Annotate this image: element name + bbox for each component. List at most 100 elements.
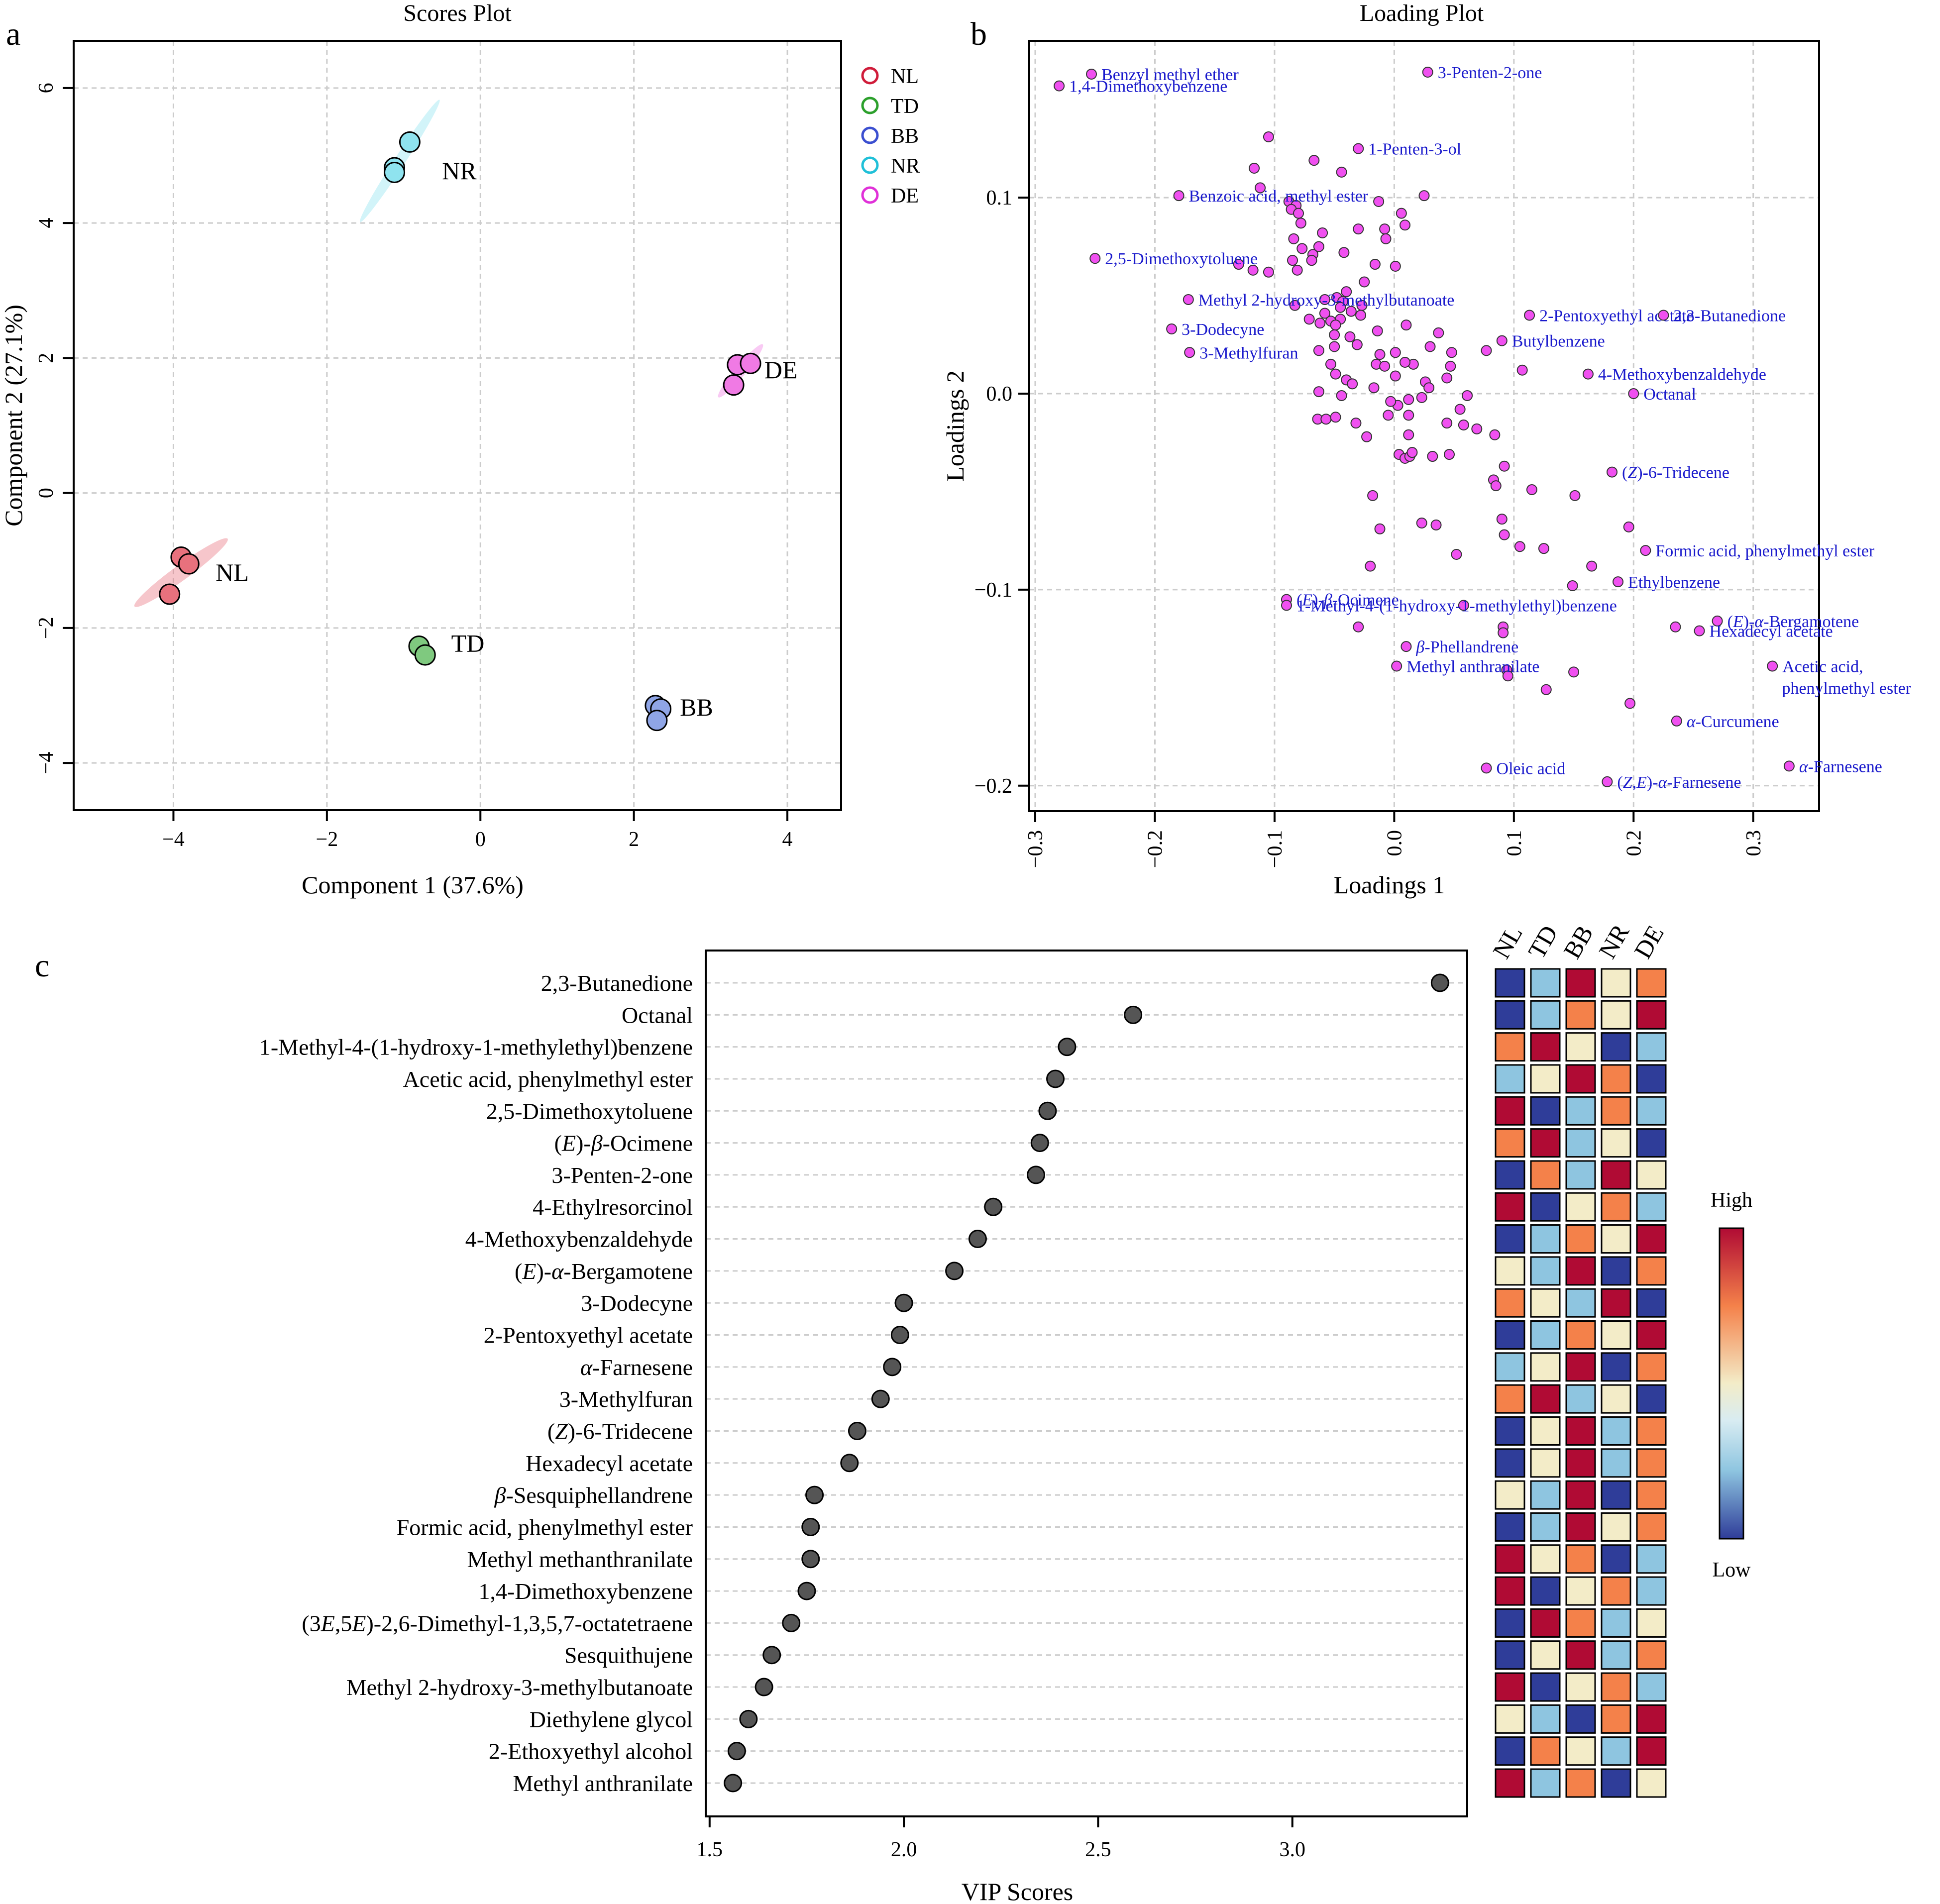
scores-frame xyxy=(73,40,842,811)
loading-point-label: Benzyl methyl ether xyxy=(1101,66,1239,84)
loading-point xyxy=(1330,319,1341,331)
loading-point-label: 2,5-Dimethoxytoluene xyxy=(1105,250,1258,268)
loading-point xyxy=(1320,414,1332,425)
heatmap-cell xyxy=(1565,1352,1596,1382)
loading-point xyxy=(1347,378,1358,390)
heatmap-cell xyxy=(1565,1448,1596,1478)
vip-category-label: 4-Methoxybenzaldehyde xyxy=(465,1227,693,1252)
heat-legend-low: Low xyxy=(1713,1559,1751,1582)
vip-category-label: Octanal xyxy=(622,1002,693,1028)
loading-point-labeled xyxy=(1582,368,1594,380)
loading-point xyxy=(1317,227,1328,239)
heatmap-cell xyxy=(1601,1640,1631,1670)
scores-point-nr xyxy=(384,161,406,183)
loading-point-labeled xyxy=(1173,190,1185,202)
loading-point xyxy=(1516,364,1528,376)
heatmap-cell xyxy=(1601,1288,1631,1318)
loadings-xtick-label: −0.1 xyxy=(1264,830,1287,868)
loading-point xyxy=(1292,264,1303,276)
loadings-title: Loading Plot xyxy=(1360,0,1484,26)
legend-label-nl: NL xyxy=(891,65,919,88)
heatmap-cell xyxy=(1495,1000,1525,1030)
loadings-xtick-label: 0.3 xyxy=(1742,830,1765,856)
legend-label-nr: NR xyxy=(891,155,920,178)
heatmap-column-label: TD xyxy=(1522,921,1563,963)
loading-point xyxy=(1383,410,1394,421)
loadings-xtick-label: −0.3 xyxy=(1024,830,1047,868)
loading-point xyxy=(1623,521,1634,532)
loading-point-label: (Z,E)-α-Farnesene xyxy=(1617,773,1741,792)
loading-point-label: Ethylbenzene xyxy=(1628,573,1720,592)
heatmap-cell xyxy=(1565,1192,1596,1222)
heatmap-cell xyxy=(1495,1640,1525,1670)
scores-xlabel: Component 1 (37.6%) xyxy=(302,871,524,899)
heatmap-cell xyxy=(1495,968,1525,998)
heatmap-cell xyxy=(1530,1352,1561,1382)
legend-marker-bb xyxy=(861,126,879,144)
loading-point xyxy=(1355,310,1367,321)
loading-point xyxy=(1462,390,1473,401)
loading-point xyxy=(1538,543,1549,554)
loading-point xyxy=(1499,529,1510,540)
loading-point xyxy=(1567,580,1578,592)
heatmap-cell xyxy=(1601,1224,1631,1254)
loading-point xyxy=(1329,329,1340,340)
vip-point xyxy=(984,1197,1003,1216)
loading-point xyxy=(1586,560,1598,572)
loading-point xyxy=(1350,418,1362,429)
vip-point xyxy=(840,1454,859,1473)
scores-group-label-bb: BB xyxy=(680,693,713,721)
heatmap-cell xyxy=(1636,1192,1667,1222)
scores-ellipse-nl xyxy=(134,538,228,607)
loading-point-labeled xyxy=(1783,760,1795,772)
loading-point xyxy=(1365,560,1376,572)
scores-ytick-label: 4 xyxy=(35,218,58,228)
scores-point-nl xyxy=(159,583,181,605)
vip-point xyxy=(724,1774,743,1793)
panel-letter-b: b xyxy=(970,16,987,52)
heatmap-cell xyxy=(1495,1480,1525,1510)
loadings-xtick-label: 0.2 xyxy=(1622,830,1645,856)
vip-category-label: (E)-β-Ocimene xyxy=(554,1131,693,1156)
loading-point-label: (Z)-6-Tridecene xyxy=(1622,464,1729,482)
vip-category-label: 3-Dodecyne xyxy=(581,1290,693,1316)
heatmap-cell xyxy=(1495,1416,1525,1446)
vip-category-label: 3-Penten-2-one xyxy=(551,1163,693,1188)
scores-plot: −4 −2 0 2 4 −4 −2 0 2 4 6 Scores Plot Component 1 (3… xyxy=(0,0,842,899)
loading-point xyxy=(1502,670,1513,682)
vip-point xyxy=(801,1550,820,1569)
heatmap-cell xyxy=(1601,968,1631,998)
loading-point xyxy=(1314,317,1326,329)
loading-point xyxy=(1289,300,1300,311)
loadings-ytick-label: 0.0 xyxy=(986,383,1013,406)
heatmap-cell xyxy=(1636,1128,1667,1158)
loading-point-labeled xyxy=(1089,253,1101,264)
scores-ytick-label: −4 xyxy=(35,752,58,774)
scores-group-label-nl: NL xyxy=(216,558,249,586)
scores-point-bb xyxy=(646,710,668,732)
loading-point xyxy=(1526,484,1537,496)
heatmap-cell xyxy=(1495,1032,1525,1062)
vip-frame xyxy=(705,950,1468,1817)
heatmap-cell xyxy=(1636,1608,1667,1638)
vip-xlabel: VIP Scores xyxy=(962,1878,1074,1904)
loading-plot: −0.3 −0.2 −0.1 0.0 0.1 0.2 0.3 −0.2 −0.1 0.0 0.1 Lo… xyxy=(941,0,1912,899)
loading-point xyxy=(1416,517,1427,529)
heatmap-cell xyxy=(1495,1576,1525,1606)
legend-marker-td xyxy=(861,97,879,114)
loading-point xyxy=(1514,541,1525,552)
heatmap-cell xyxy=(1601,1064,1631,1094)
loading-point xyxy=(1401,319,1412,331)
heatmap-cell xyxy=(1530,1640,1561,1670)
scores-ytick-label: 0 xyxy=(35,488,58,498)
vip-point xyxy=(801,1517,820,1536)
loading-point-label: 1-Methyl-4-(1-hydroxy-1-methylethyl)benz… xyxy=(1296,597,1617,615)
scores-xtick-label: −4 xyxy=(162,828,185,851)
heatmap-cell xyxy=(1565,1672,1596,1702)
scores-group-label-td: TD xyxy=(451,629,485,657)
loading-point xyxy=(1499,460,1510,472)
scores-group-label-de: DE xyxy=(764,356,798,384)
loading-point-labeled xyxy=(1183,294,1194,305)
vip-point xyxy=(1430,973,1449,992)
